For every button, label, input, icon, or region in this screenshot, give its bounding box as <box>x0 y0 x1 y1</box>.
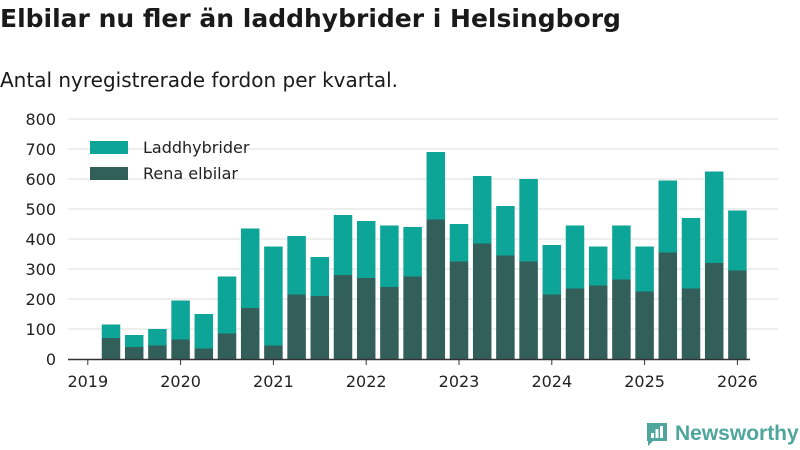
x-tick-label: 2020 <box>160 372 201 391</box>
bar-rena-elbilar <box>449 261 469 359</box>
bar-laddhybrider <box>519 179 538 262</box>
bar-rena-elbilar <box>496 255 515 359</box>
x-axis: 2019 2020 2021 2022 2023 2024 2025 2026 <box>67 358 758 391</box>
legend: Laddhybrider Rena elbilar <box>90 138 250 183</box>
bar-rena-elbilar <box>403 276 422 359</box>
bar-rena-elbilar <box>310 296 330 359</box>
bar-rena-elbilar <box>124 347 144 359</box>
bar-rena-elbilar <box>380 287 399 359</box>
y-tick-label: 300 <box>25 260 56 279</box>
bar-laddhybrider <box>565 225 585 289</box>
x-tick-label: 2023 <box>439 372 480 391</box>
bar-laddhybrider <box>194 314 214 349</box>
x-tick-label: 2022 <box>346 372 387 391</box>
bar-laddhybrider <box>635 246 654 292</box>
bar-laddhybrider <box>704 171 724 263</box>
y-tick-label: 700 <box>25 140 56 159</box>
bar-laddhybrider <box>148 329 167 346</box>
bar-rena-elbilar <box>356 278 376 359</box>
bar-laddhybrider <box>264 246 283 346</box>
bar-laddhybrider <box>380 225 399 287</box>
bar-rena-elbilar <box>728 270 747 359</box>
y-tick-label: 600 <box>25 170 56 189</box>
y-tick-label: 800 <box>25 110 56 129</box>
bar-laddhybrider <box>426 152 446 220</box>
bar-rena-elbilar <box>658 252 678 359</box>
bar-rena-elbilar <box>519 261 538 359</box>
bar-rena-elbilar <box>612 279 631 359</box>
legend-rena-elbilar-label: Rena elbilar <box>143 164 238 183</box>
bar-laddhybrider <box>588 246 608 286</box>
bar-rena-elbilar <box>426 219 446 359</box>
y-tick-label: 100 <box>25 320 56 339</box>
x-tick-label: 2026 <box>717 372 758 391</box>
bar-rena-elbilar <box>704 263 724 359</box>
y-axis: 0 100 200 300 400 500 600 700 800 <box>25 110 56 369</box>
bar-rena-elbilar <box>542 294 562 359</box>
bar-laddhybrider <box>310 257 330 296</box>
x-tick-label: 2021 <box>253 372 294 391</box>
bar-laddhybrider <box>124 335 144 347</box>
bar-laddhybrider <box>496 206 515 256</box>
bar-laddhybrider <box>658 180 678 253</box>
y-tick-label: 500 <box>25 200 56 219</box>
bar-rena-elbilar <box>194 348 214 359</box>
bar-laddhybrider <box>171 300 190 340</box>
bar-rena-elbilar <box>588 285 608 359</box>
legend-rena-elbilar-swatch <box>90 167 128 180</box>
x-tick-label: 2024 <box>531 372 572 391</box>
bars <box>101 152 747 359</box>
chart-subtitle: Antal nyregistrerade fordon per kvartal. <box>0 68 399 92</box>
legend-laddhybrider-label: Laddhybrider <box>143 138 250 157</box>
brand-logo: Newsworthy <box>645 420 799 448</box>
bar-rena-elbilar <box>681 288 701 359</box>
bar-laddhybrider <box>612 225 631 280</box>
bar-rena-elbilar <box>333 275 353 359</box>
bar-rena-elbilar <box>240 308 260 359</box>
bar-laddhybrider <box>681 218 701 289</box>
brand-name: Newsworthy <box>675 422 799 445</box>
bar-laddhybrider <box>728 210 747 271</box>
bar-laddhybrider <box>217 276 237 334</box>
bar-laddhybrider <box>472 176 492 244</box>
bar-laddhybrider <box>403 227 422 277</box>
bar-rena-elbilar <box>148 345 167 359</box>
bar-rena-elbilar <box>287 294 306 359</box>
bar-laddhybrider <box>449 224 469 262</box>
x-tick-label: 2019 <box>67 372 108 391</box>
newsworthy-logo-icon <box>647 423 667 446</box>
y-tick-label: 200 <box>25 290 56 309</box>
bar-laddhybrider <box>101 324 121 338</box>
bar-rena-elbilar <box>217 333 237 359</box>
bar-rena-elbilar <box>565 288 585 359</box>
x-tick-label: 2025 <box>624 372 665 391</box>
bar-rena-elbilar <box>171 339 190 359</box>
bar-laddhybrider <box>333 215 353 275</box>
bar-rena-elbilar <box>264 345 283 359</box>
bar-rena-elbilar <box>101 338 121 359</box>
chart-title: Elbilar nu fler än laddhybrider i Helsin… <box>0 4 621 33</box>
bar-rena-elbilar <box>635 291 654 359</box>
bar-laddhybrider <box>542 245 562 295</box>
y-tick-label: 400 <box>25 230 56 249</box>
bar-laddhybrider <box>240 228 260 308</box>
bar-rena-elbilar <box>472 243 492 359</box>
y-tick-label: 0 <box>46 350 56 369</box>
legend-laddhybrider-swatch <box>90 141 128 154</box>
bar-laddhybrider <box>356 221 376 278</box>
bar-laddhybrider <box>287 236 306 295</box>
